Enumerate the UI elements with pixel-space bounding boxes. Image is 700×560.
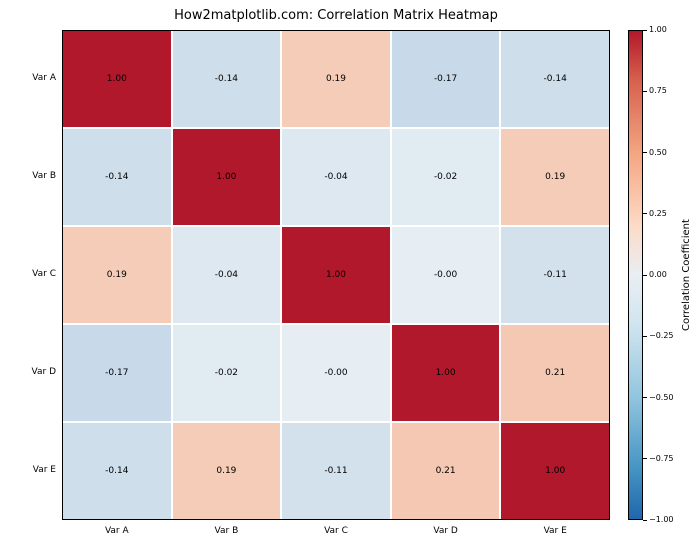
y-tick-label: Var A	[16, 73, 56, 83]
x-tick-label: Var E	[500, 526, 610, 536]
colorbar-tick-mark	[643, 520, 647, 521]
heatmap-cell: -0.00	[391, 226, 501, 324]
colorbar: 1.000.750.500.250.00−0.25−0.50−0.75−1.00…	[628, 30, 698, 520]
colorbar-gradient	[628, 30, 643, 520]
colorbar-tick-label: −1.00	[649, 515, 674, 524]
colorbar-tick-label: 0.00	[649, 270, 667, 279]
heatmap-cell: 0.19	[62, 226, 172, 324]
heatmap-cell: 1.00	[500, 422, 610, 520]
colorbar-tick-mark	[643, 336, 647, 337]
colorbar-tick-label: 0.75	[649, 86, 667, 95]
colorbar-tick-label: 0.50	[649, 148, 667, 157]
heatmap-cell: 0.21	[500, 324, 610, 422]
y-tick-label: Var D	[16, 367, 56, 377]
colorbar-tick-label: 0.25	[649, 209, 667, 218]
heatmap-cell: -0.14	[500, 30, 610, 128]
heatmap-cell: 0.19	[500, 128, 610, 226]
heatmap-cell: -0.00	[281, 324, 391, 422]
heatmap-cell: 0.21	[391, 422, 501, 520]
colorbar-tick-label: −0.50	[649, 393, 674, 402]
heatmap-cell: -0.04	[281, 128, 391, 226]
colorbar-tick-mark	[643, 397, 647, 398]
y-tick-label: Var C	[16, 269, 56, 279]
heatmap-cell: 0.19	[281, 30, 391, 128]
heatmap-cell: -0.02	[391, 128, 501, 226]
figure: How2matplotlib.com: Correlation Matrix H…	[0, 0, 700, 560]
y-tick-label: Var E	[16, 465, 56, 475]
heatmap-cell: -0.02	[172, 324, 282, 422]
heatmap-cell: 1.00	[172, 128, 282, 226]
colorbar-tick-mark	[643, 213, 647, 214]
colorbar-tick-mark	[643, 152, 647, 153]
heatmap: 1.00-0.140.19-0.17-0.14-0.141.00-0.04-0.…	[62, 30, 610, 520]
x-tick-label: Var C	[281, 526, 391, 536]
colorbar-tick-mark	[643, 275, 647, 276]
colorbar-tick-label: −0.75	[649, 454, 674, 463]
heatmap-cell: 1.00	[391, 324, 501, 422]
colorbar-tick-mark	[643, 30, 647, 31]
colorbar-tick-mark	[643, 91, 647, 92]
x-tick-label: Var D	[391, 526, 501, 536]
heatmap-cell: 1.00	[62, 30, 172, 128]
x-tick-label: Var A	[62, 526, 172, 536]
heatmap-cell: -0.14	[172, 30, 282, 128]
colorbar-tick-mark	[643, 458, 647, 459]
colorbar-tick-label: 1.00	[649, 25, 667, 34]
heatmap-cell: -0.11	[500, 226, 610, 324]
heatmap-cell: -0.11	[281, 422, 391, 520]
heatmap-cell: -0.14	[62, 422, 172, 520]
heatmap-cell: -0.14	[62, 128, 172, 226]
heatmap-cell: 1.00	[281, 226, 391, 324]
colorbar-label: Correlation Coefficient	[681, 30, 692, 520]
chart-title: How2matplotlib.com: Correlation Matrix H…	[62, 8, 610, 23]
heatmap-cell: -0.17	[62, 324, 172, 422]
heatmap-cell: 0.19	[172, 422, 282, 520]
y-tick-label: Var B	[16, 171, 56, 181]
heatmap-cell: -0.17	[391, 30, 501, 128]
heatmap-cell: -0.04	[172, 226, 282, 324]
x-tick-label: Var B	[172, 526, 282, 536]
colorbar-tick-label: −0.25	[649, 331, 674, 340]
